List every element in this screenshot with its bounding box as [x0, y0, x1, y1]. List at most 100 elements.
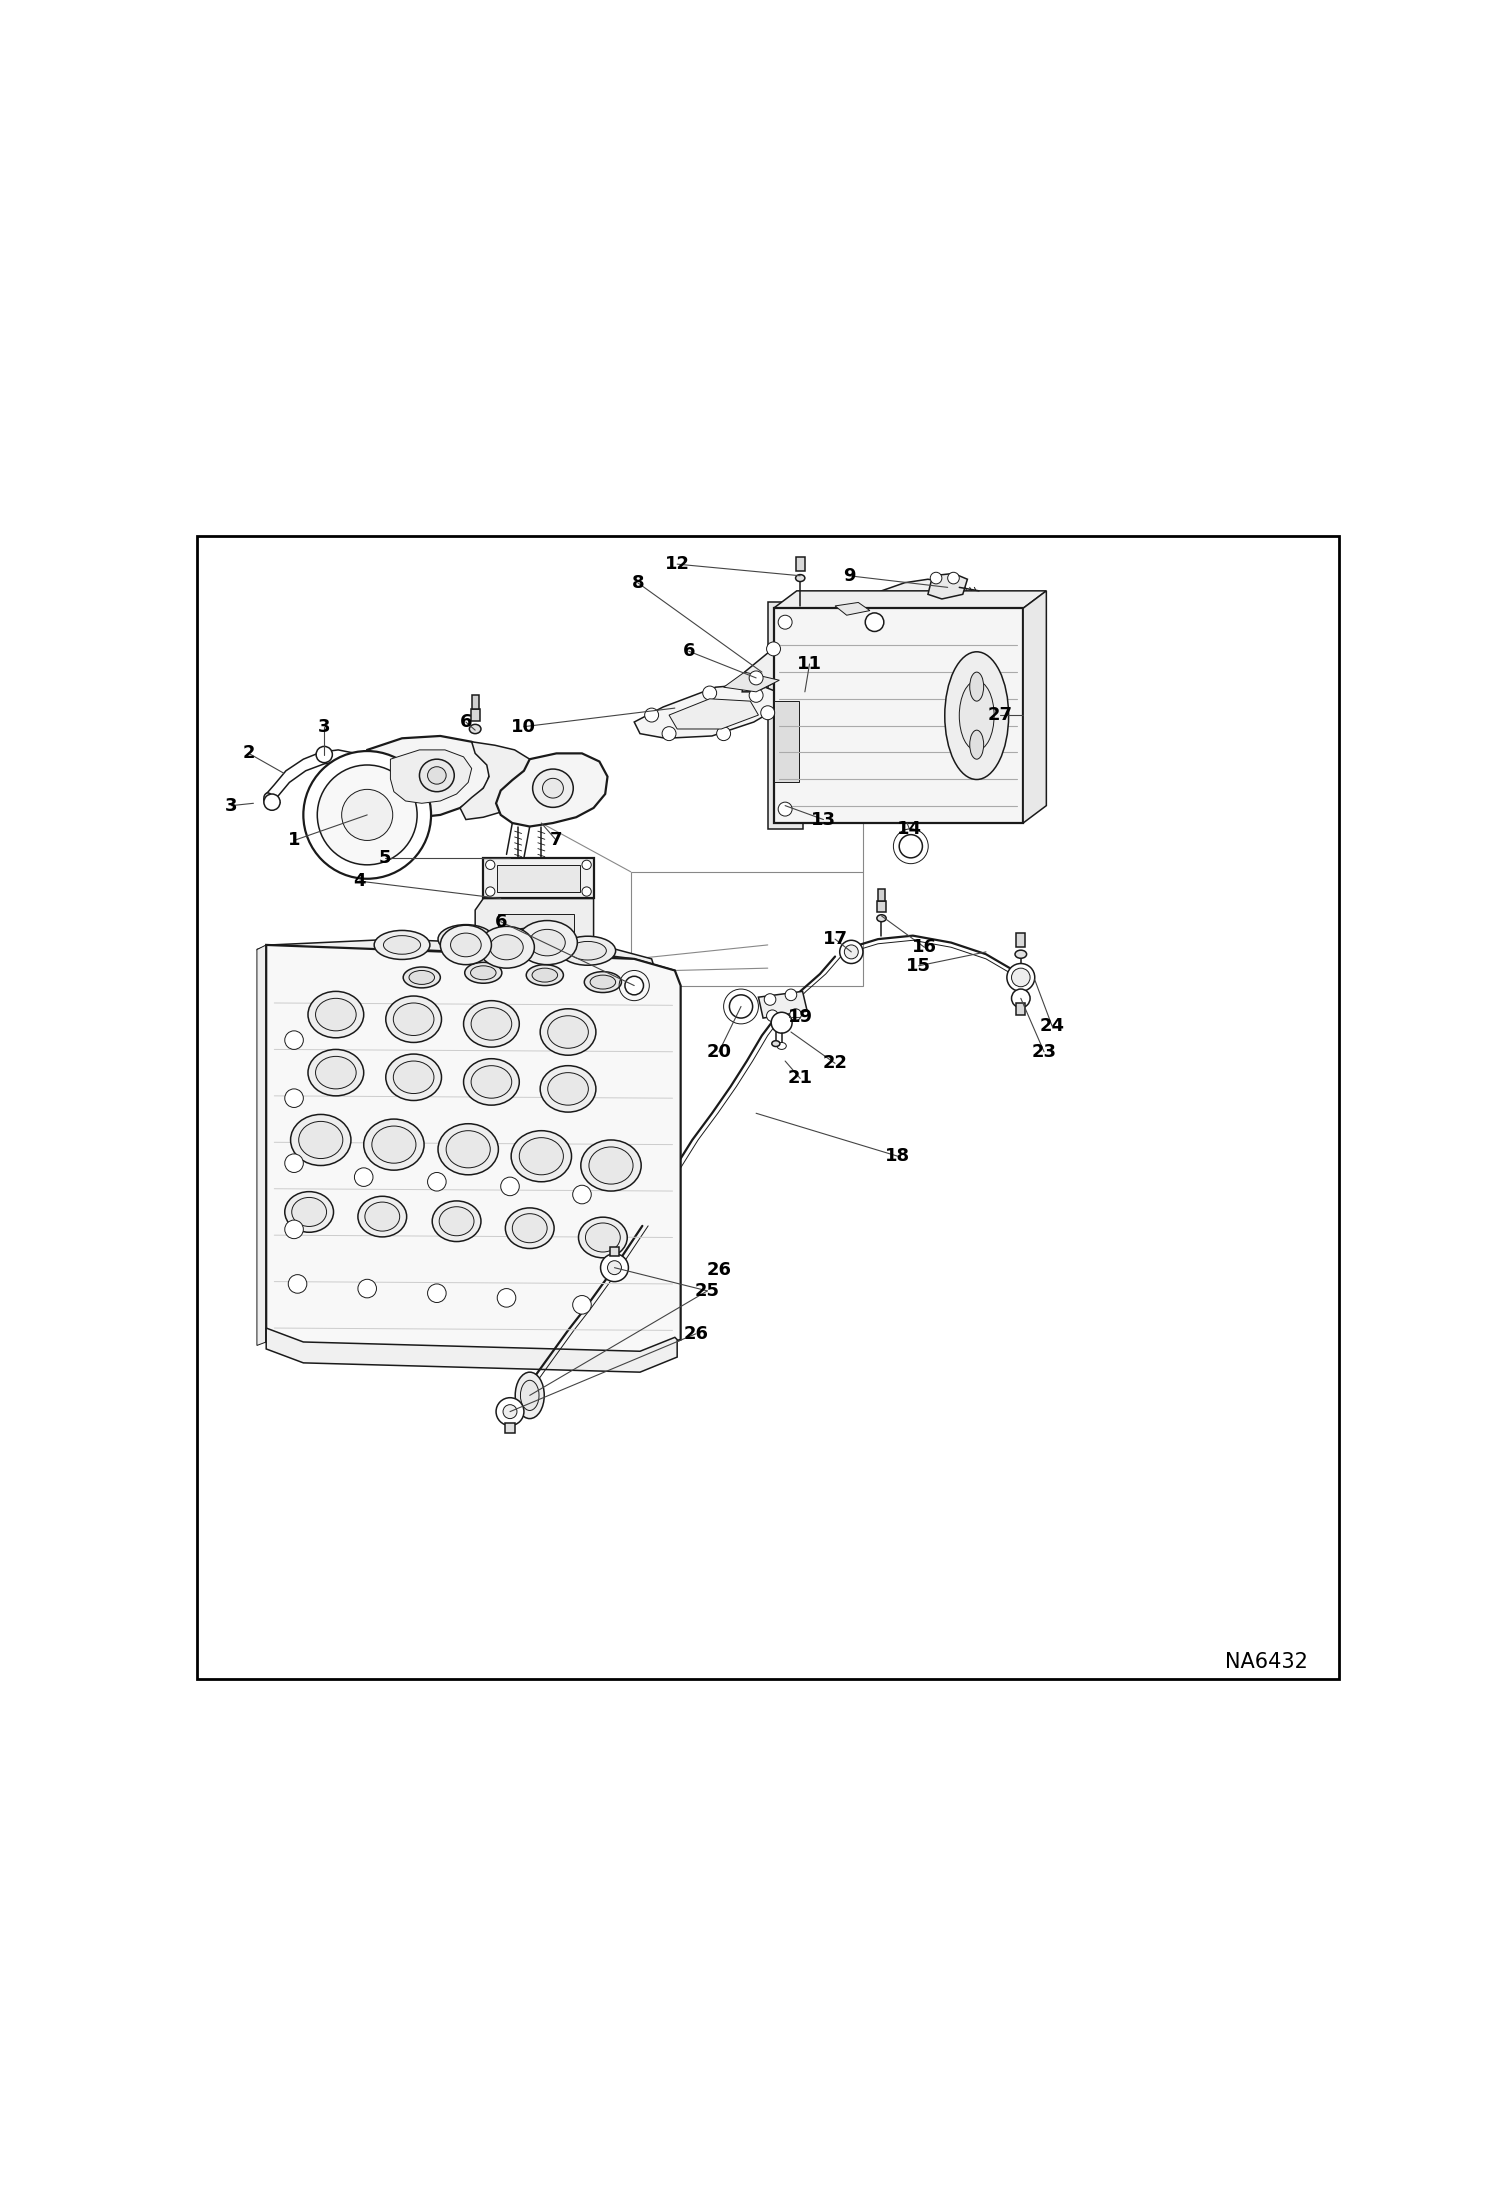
- Ellipse shape: [463, 1000, 520, 1046]
- Text: 17: 17: [822, 930, 848, 947]
- Ellipse shape: [529, 930, 565, 956]
- Circle shape: [789, 1009, 801, 1020]
- Ellipse shape: [548, 1072, 589, 1105]
- Ellipse shape: [795, 575, 804, 581]
- Ellipse shape: [541, 1066, 596, 1112]
- Circle shape: [288, 1274, 307, 1294]
- Circle shape: [840, 941, 863, 963]
- Ellipse shape: [383, 936, 421, 954]
- Circle shape: [1007, 963, 1035, 991]
- Polygon shape: [742, 603, 866, 691]
- Ellipse shape: [264, 794, 273, 807]
- Text: 19: 19: [788, 1009, 813, 1026]
- Ellipse shape: [777, 1042, 786, 1050]
- Circle shape: [285, 1154, 303, 1173]
- Bar: [484, 857, 593, 899]
- Ellipse shape: [470, 965, 496, 980]
- Ellipse shape: [771, 1042, 780, 1046]
- Polygon shape: [1023, 590, 1046, 822]
- Circle shape: [777, 803, 792, 816]
- Text: 23: 23: [1032, 1042, 1056, 1061]
- Circle shape: [500, 1178, 520, 1195]
- Circle shape: [948, 572, 959, 583]
- Ellipse shape: [291, 1114, 351, 1164]
- Text: 10: 10: [511, 717, 536, 735]
- Text: NA6432: NA6432: [1225, 1651, 1308, 1673]
- Text: 15: 15: [906, 956, 932, 976]
- Ellipse shape: [372, 1125, 416, 1162]
- Polygon shape: [858, 579, 954, 625]
- Ellipse shape: [403, 967, 440, 987]
- Ellipse shape: [578, 1217, 628, 1259]
- Circle shape: [503, 1406, 517, 1419]
- Polygon shape: [927, 572, 968, 599]
- Circle shape: [866, 612, 884, 632]
- Polygon shape: [391, 750, 472, 803]
- Circle shape: [285, 1090, 303, 1107]
- Ellipse shape: [502, 928, 557, 956]
- Ellipse shape: [419, 759, 454, 792]
- Ellipse shape: [548, 1015, 589, 1048]
- Ellipse shape: [374, 930, 430, 961]
- Ellipse shape: [479, 925, 535, 967]
- Ellipse shape: [309, 1050, 364, 1096]
- Text: 12: 12: [665, 555, 689, 572]
- Ellipse shape: [969, 730, 984, 759]
- Ellipse shape: [316, 1057, 357, 1090]
- Circle shape: [285, 1031, 303, 1050]
- Circle shape: [601, 1254, 629, 1281]
- Ellipse shape: [437, 1123, 499, 1175]
- Circle shape: [581, 886, 592, 897]
- Text: 6: 6: [460, 713, 472, 730]
- Circle shape: [771, 1013, 792, 1033]
- Ellipse shape: [292, 1197, 327, 1226]
- Text: 20: 20: [707, 1042, 731, 1061]
- Bar: [1016, 1002, 1026, 1015]
- Circle shape: [264, 794, 280, 809]
- Ellipse shape: [439, 1206, 473, 1235]
- Ellipse shape: [512, 1213, 547, 1243]
- Text: 3: 3: [318, 717, 331, 735]
- Polygon shape: [494, 857, 538, 866]
- Text: 6: 6: [683, 643, 695, 660]
- Ellipse shape: [448, 930, 484, 947]
- Circle shape: [303, 750, 431, 879]
- Ellipse shape: [520, 1379, 539, 1410]
- Polygon shape: [670, 700, 758, 728]
- Circle shape: [761, 706, 774, 719]
- Text: 8: 8: [631, 575, 644, 592]
- Ellipse shape: [515, 1373, 544, 1419]
- Ellipse shape: [511, 934, 548, 952]
- Bar: [610, 1248, 619, 1257]
- Text: 22: 22: [822, 1055, 848, 1072]
- Ellipse shape: [440, 925, 491, 965]
- Ellipse shape: [541, 1009, 596, 1055]
- Bar: [470, 708, 479, 721]
- Text: 26: 26: [683, 1325, 709, 1342]
- Polygon shape: [367, 737, 491, 818]
- Circle shape: [845, 945, 858, 958]
- Ellipse shape: [409, 971, 434, 985]
- Ellipse shape: [542, 779, 563, 798]
- Circle shape: [285, 1219, 303, 1239]
- Circle shape: [355, 1169, 373, 1186]
- Circle shape: [485, 886, 494, 897]
- Ellipse shape: [590, 976, 616, 989]
- Polygon shape: [258, 939, 674, 980]
- Ellipse shape: [386, 1055, 442, 1101]
- Circle shape: [749, 689, 762, 702]
- Bar: [878, 888, 885, 901]
- Circle shape: [930, 572, 942, 583]
- Ellipse shape: [469, 724, 481, 735]
- Ellipse shape: [427, 768, 446, 785]
- Circle shape: [899, 836, 923, 857]
- Ellipse shape: [298, 1121, 343, 1158]
- Ellipse shape: [581, 1140, 641, 1191]
- Ellipse shape: [584, 971, 622, 993]
- Circle shape: [749, 671, 762, 684]
- Circle shape: [644, 708, 659, 721]
- Text: 1: 1: [288, 831, 300, 849]
- Ellipse shape: [446, 1132, 490, 1169]
- Circle shape: [485, 860, 494, 868]
- Circle shape: [581, 860, 592, 868]
